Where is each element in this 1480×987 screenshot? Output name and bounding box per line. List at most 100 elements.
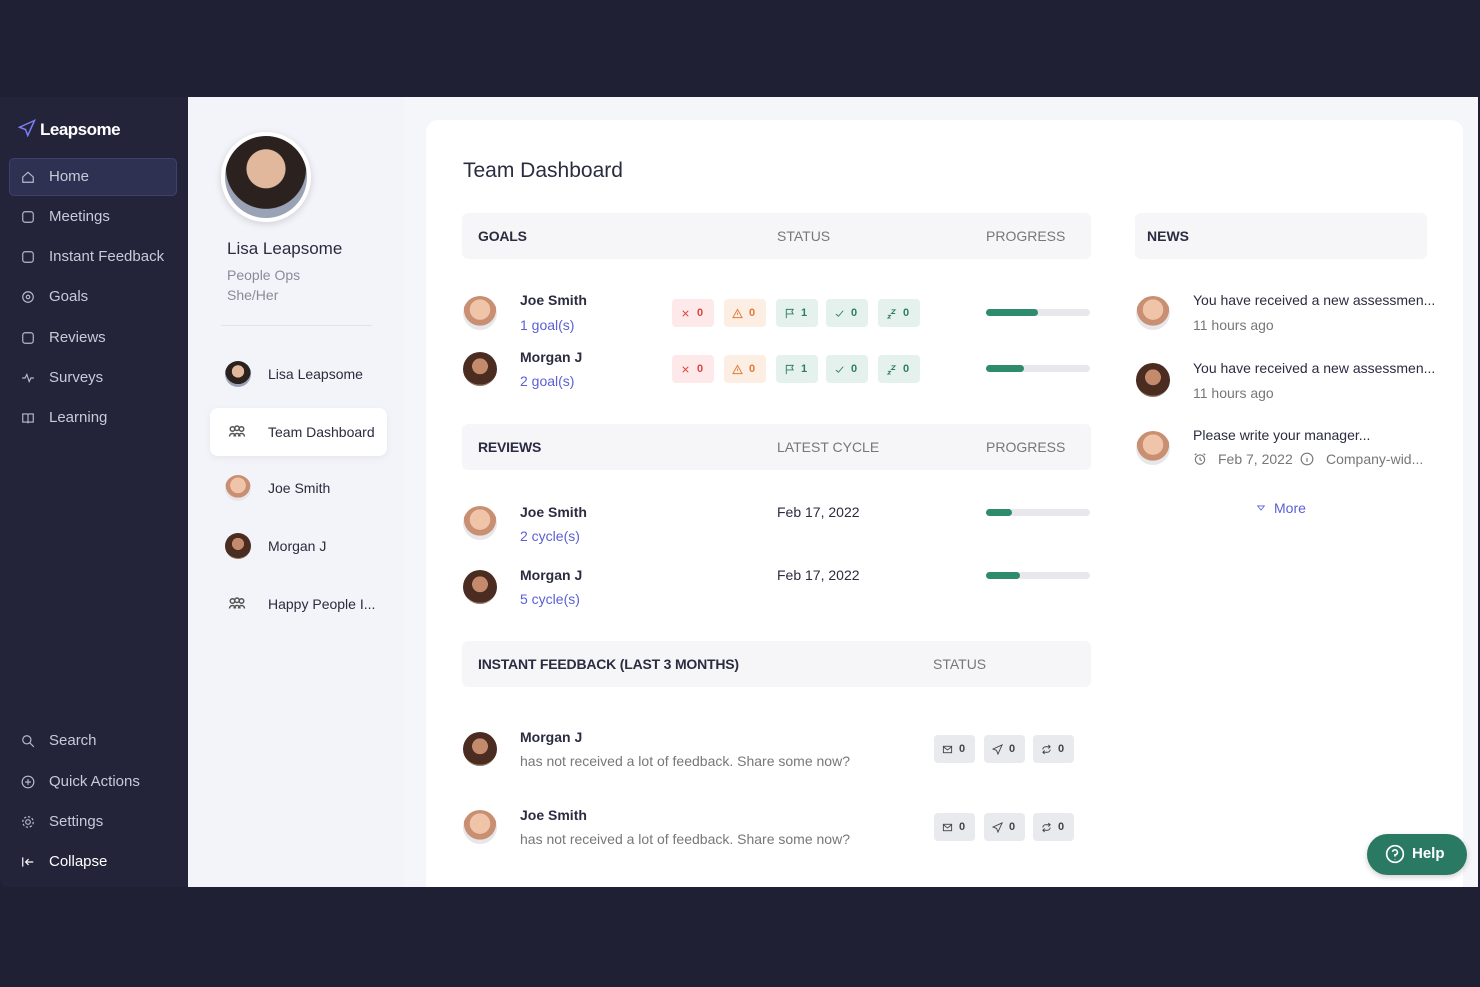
icon-part (22, 372, 34, 384)
status-count: 0 (1058, 743, 1065, 755)
profile-pronouns: She/Her (227, 287, 279, 303)
help-label: Help (1412, 845, 1445, 862)
nav-item[interactable]: Instant Feedback (49, 248, 165, 265)
status-count: 0 (1009, 821, 1016, 833)
icon-part (1300, 452, 1314, 466)
status-pill (1033, 813, 1074, 841)
status-pill (724, 299, 766, 327)
info-icon (1300, 452, 1314, 466)
status-icon (785, 308, 794, 318)
cycle-date: Feb 17, 2022 (777, 567, 860, 583)
icon-part (835, 309, 844, 317)
nav-item[interactable]: Meetings (49, 208, 110, 225)
status-count: 0 (697, 307, 704, 319)
status-count: 0 (959, 743, 966, 755)
icon-part (1194, 454, 1206, 465)
person-name: Joe Smith (520, 292, 587, 308)
more-link[interactable]: More (1274, 500, 1306, 516)
progress-track (986, 508, 1090, 516)
nav-item[interactable]: Search (49, 732, 97, 749)
icon-part (785, 364, 794, 374)
status-icon (886, 308, 897, 319)
icon-part (1256, 505, 1266, 511)
avatar (463, 570, 497, 604)
menu-item[interactable]: Morgan J (268, 538, 327, 554)
news-text[interactable]: You have received a new assessmen... (1193, 360, 1436, 376)
news-scope: Company-wid... (1326, 451, 1424, 467)
icon-part (25, 779, 31, 785)
goals-link[interactable]: 2 goal(s) (520, 373, 575, 389)
nav-icon (22, 816, 34, 828)
status-icon (942, 745, 953, 753)
icon-part (22, 857, 34, 867)
nav-item[interactable]: Settings (49, 813, 104, 830)
menu-item[interactable]: Lisa Leapsome (268, 366, 363, 382)
icon-part (886, 364, 897, 375)
icon-part (1391, 849, 1399, 860)
status-pill (878, 299, 920, 327)
nav-item[interactable]: Learning (49, 409, 108, 426)
nav-item[interactable]: Goals (49, 288, 89, 305)
progress-fill (986, 571, 1021, 579)
avatar (463, 296, 497, 330)
icon-part (785, 308, 794, 318)
menu-item[interactable]: Joe Smith (268, 480, 331, 496)
nav-icon (22, 372, 34, 384)
logo-mark (18, 119, 36, 137)
column-header: STATUS (933, 656, 987, 672)
icon-part (22, 291, 34, 303)
status-icon (682, 365, 689, 373)
nav-item[interactable]: Quick Actions (49, 773, 140, 790)
icon-part (22, 413, 34, 424)
avatar (463, 810, 497, 844)
icon-part (25, 294, 31, 300)
menu-icon (228, 425, 246, 437)
help-button[interactable] (1367, 834, 1467, 875)
status-icon (732, 307, 743, 318)
nav-item[interactable]: Surveys (49, 369, 104, 386)
nav-item[interactable]: Collapse (49, 853, 108, 870)
status-icon (886, 364, 897, 375)
cycles-link[interactable]: 2 cycle(s) (520, 528, 580, 544)
avatar (1136, 431, 1170, 465)
icon-part (29, 742, 35, 748)
cycles-link[interactable]: 5 cycle(s) (520, 591, 580, 607)
news-text[interactable]: Please write your manager... (1193, 427, 1371, 443)
avatar (221, 132, 311, 222)
icon-part (228, 432, 246, 437)
status-pill (1033, 735, 1074, 763)
goals-link[interactable]: 1 goal(s) (520, 317, 575, 333)
section-header (462, 213, 1091, 259)
status-count: 0 (1009, 743, 1016, 755)
status-pill (934, 735, 975, 763)
news-time: 11 hours ago (1193, 385, 1274, 401)
nav-item[interactable]: Home (49, 168, 90, 185)
menu-item[interactable]: Team Dashboard (268, 424, 375, 440)
progress-fill (986, 508, 1012, 516)
nav-icon (21, 775, 35, 789)
cycle-date: Feb 17, 2022 (777, 504, 860, 520)
nav-icon (22, 251, 34, 263)
nav-item[interactable]: Reviews (49, 329, 106, 346)
status-count: 0 (749, 307, 756, 319)
status-count: 1 (801, 307, 808, 319)
column-header: STATUS (777, 228, 831, 244)
status-pill (826, 355, 868, 383)
status-icon (835, 309, 844, 317)
icon-part (22, 332, 34, 344)
column-header: REVIEWS (478, 439, 542, 455)
avatar (463, 506, 497, 540)
news-text[interactable]: You have received a new assessmen... (1193, 292, 1436, 308)
icon-part (943, 823, 952, 829)
feedback-note: has not received a lot of feedback. Shar… (520, 753, 850, 769)
content-layer: Leapsome Home Meetings Instant Feedback Goal… (9, 119, 1467, 875)
icon-part (942, 823, 953, 831)
icon-part (835, 365, 844, 373)
icon-part (1385, 844, 1405, 864)
icon-part (22, 251, 34, 263)
icon-part (229, 426, 236, 432)
nav-icon (22, 211, 34, 223)
menu-item[interactable]: Happy People I... (268, 596, 376, 612)
icon-part (229, 598, 236, 604)
news-time: 11 hours ago (1193, 317, 1274, 333)
